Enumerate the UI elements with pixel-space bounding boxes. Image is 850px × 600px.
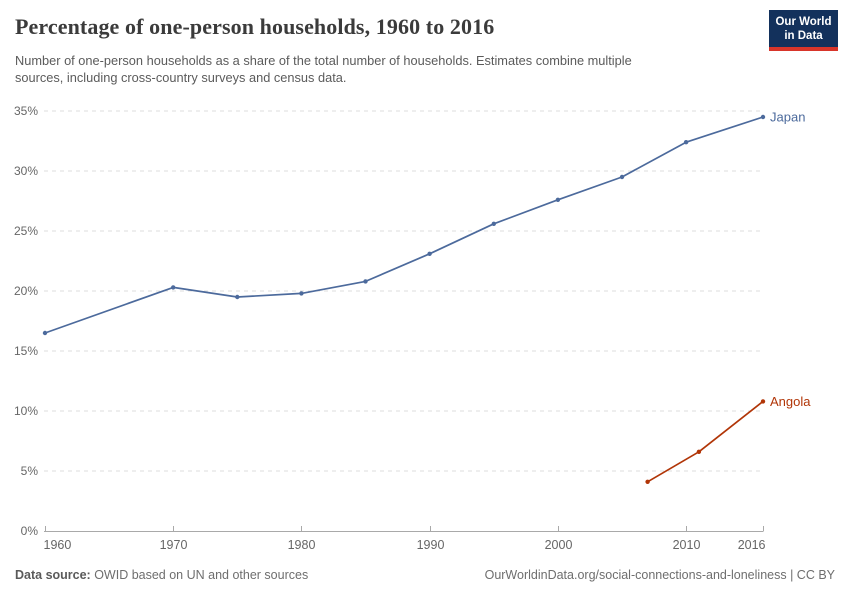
data-point-japan (363, 279, 368, 284)
y-axis-tick-label: 30% (14, 164, 38, 178)
data-point-japan (555, 197, 561, 202)
owid-logo[interactable]: Our World in Data (769, 10, 838, 51)
chart-footer: Data source: OWID based on UN and other … (15, 568, 835, 582)
series-label-angola[interactable]: Angola (770, 394, 811, 409)
data-point-japan (299, 291, 304, 296)
data-point-japan (491, 221, 496, 226)
x-axis-tick-label: 1970 (160, 538, 188, 552)
series-line-japan (44, 116, 764, 334)
data-point-japan (42, 330, 48, 336)
y-axis-tick-label: 10% (14, 404, 38, 418)
owid-logo-line2: in Data (784, 30, 823, 42)
y-axis-tick-label: 20% (14, 284, 38, 298)
series-label-japan[interactable]: Japan (770, 110, 805, 125)
data-point-japan (235, 294, 240, 300)
data-point-japan (619, 174, 625, 180)
data-point-angola (645, 479, 650, 484)
data-point-angola (696, 449, 702, 454)
x-axis-tick-label: 1960 (44, 538, 72, 552)
data-point-angola (760, 399, 766, 404)
x-axis-tick-label: 1990 (417, 538, 445, 552)
y-axis-tick-label: 5% (21, 464, 39, 478)
page-title: Percentage of one-person households, 196… (15, 14, 495, 39)
x-axis-tick-label: 2010 (673, 538, 701, 552)
x-axis-tick-label: 2016 (738, 538, 766, 552)
y-axis-tick-label: 35% (14, 104, 38, 118)
data-point-japan (427, 251, 432, 256)
series-line-angola (647, 400, 764, 483)
chart-subtitle: Number of one-person households as a sha… (15, 52, 632, 86)
y-axis-tick-label: 25% (14, 224, 38, 238)
data-point-japan (683, 140, 689, 145)
y-axis-tick-label: 15% (14, 344, 38, 358)
chart-subtitle-line2: sources, including cross-country surveys… (15, 70, 347, 85)
y-axis-tick-label: 0% (21, 524, 39, 538)
line-chart-canvas: 0% 5% 10% 15% 20% 25% 30% 35% 1960 1970 1980 1990 20… (14, 104, 811, 552)
data-source-note: Data source: OWID based on UN and other … (15, 568, 308, 582)
x-axis-tick-label: 2000 (545, 538, 573, 552)
data-source-label: Data source: (15, 568, 91, 582)
owid-logo-line1: Our World (775, 16, 832, 28)
chart-subtitle-line1: Number of one-person households as a sha… (15, 53, 632, 68)
data-source-text: OWID based on UN and other sources (90, 568, 309, 582)
data-point-japan (171, 285, 176, 290)
x-axis-tick-label: 1980 (288, 538, 316, 552)
data-point-japan (760, 114, 766, 120)
owid-url-license-link[interactable]: OurWorldinData.org/social-connections-an… (484, 568, 835, 582)
